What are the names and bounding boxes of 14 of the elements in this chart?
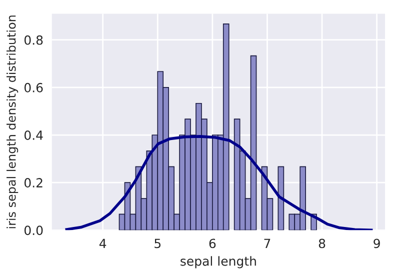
x-tick-label: 8 [318, 238, 326, 248]
y-tick-label: 0.0 [24, 226, 43, 236]
y-tick-label: 0.8 [24, 35, 43, 45]
x-axis-title: sepal length [180, 256, 256, 268]
y-axis-title: iris sepal length density distribution [6, 16, 18, 228]
x-tick-label: 9 [374, 238, 380, 248]
line-series [65, 135, 373, 230]
x-tick-label: 6 [209, 238, 216, 248]
x-tick-label: 7 [264, 238, 270, 248]
x-tick-label: 5 [154, 238, 161, 248]
y-tick-label: 0.2 [24, 178, 42, 188]
y-tick-label: 0.6 [24, 82, 43, 92]
x-tick-label: 4 [99, 238, 106, 248]
y-tick-label: 0.4 [24, 130, 43, 140]
